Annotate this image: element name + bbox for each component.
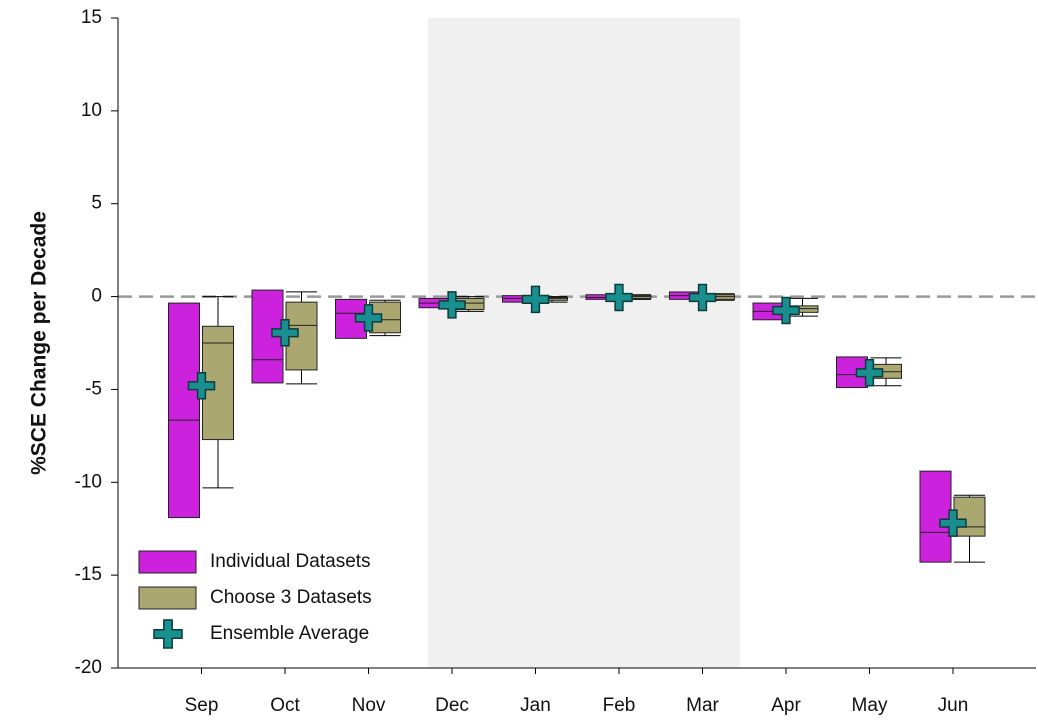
ensemble-average — [354, 304, 383, 332]
winter-shading — [428, 18, 740, 668]
box — [285, 301, 318, 371]
y-tick-label: 0 — [91, 286, 102, 307]
x-tick-label: Dec — [435, 695, 469, 716]
legend-swatch — [138, 586, 197, 610]
y-tick-label: -15 — [75, 564, 102, 585]
ensemble-average — [688, 283, 717, 312]
ensemble-average — [605, 283, 633, 312]
x-tick-label: Mar — [686, 695, 719, 716]
x-tick-label: Apr — [771, 695, 801, 716]
ensemble-average — [521, 285, 550, 314]
ensemble-average — [939, 509, 967, 537]
legend-label: Individual Datasets — [210, 551, 371, 572]
ensemble-average — [772, 296, 800, 325]
legend-symbol — [153, 619, 183, 649]
y-tick-label: -10 — [75, 471, 102, 492]
x-tick-label: Nov — [352, 695, 386, 716]
x-tick-label: Jan — [520, 695, 551, 716]
y-tick-label: -20 — [75, 657, 102, 678]
x-tick-label: Jun — [938, 695, 969, 716]
y-tick-label: 15 — [81, 7, 102, 28]
y-tick-label: -5 — [85, 378, 102, 399]
legend-label: Ensemble Average — [210, 623, 369, 644]
x-tick-label: Oct — [270, 695, 300, 716]
y-tick-label: 5 — [91, 193, 102, 214]
y-tick-label: 10 — [81, 100, 102, 121]
box — [168, 302, 200, 519]
ensemble-average — [187, 371, 216, 400]
legend-label: Choose 3 Datasets — [210, 587, 372, 608]
legend-swatch — [138, 550, 197, 574]
y-axis-title: %SCE Change per Decade — [28, 211, 51, 475]
x-tick-label: Sep — [185, 695, 219, 716]
x-tick-label: May — [852, 695, 888, 716]
box — [202, 325, 234, 441]
x-tick-label: Feb — [603, 695, 636, 716]
ensemble-average — [438, 291, 466, 319]
box — [919, 470, 952, 563]
ensemble-average — [271, 319, 299, 347]
ensemble-average — [855, 358, 884, 387]
box — [953, 496, 986, 537]
